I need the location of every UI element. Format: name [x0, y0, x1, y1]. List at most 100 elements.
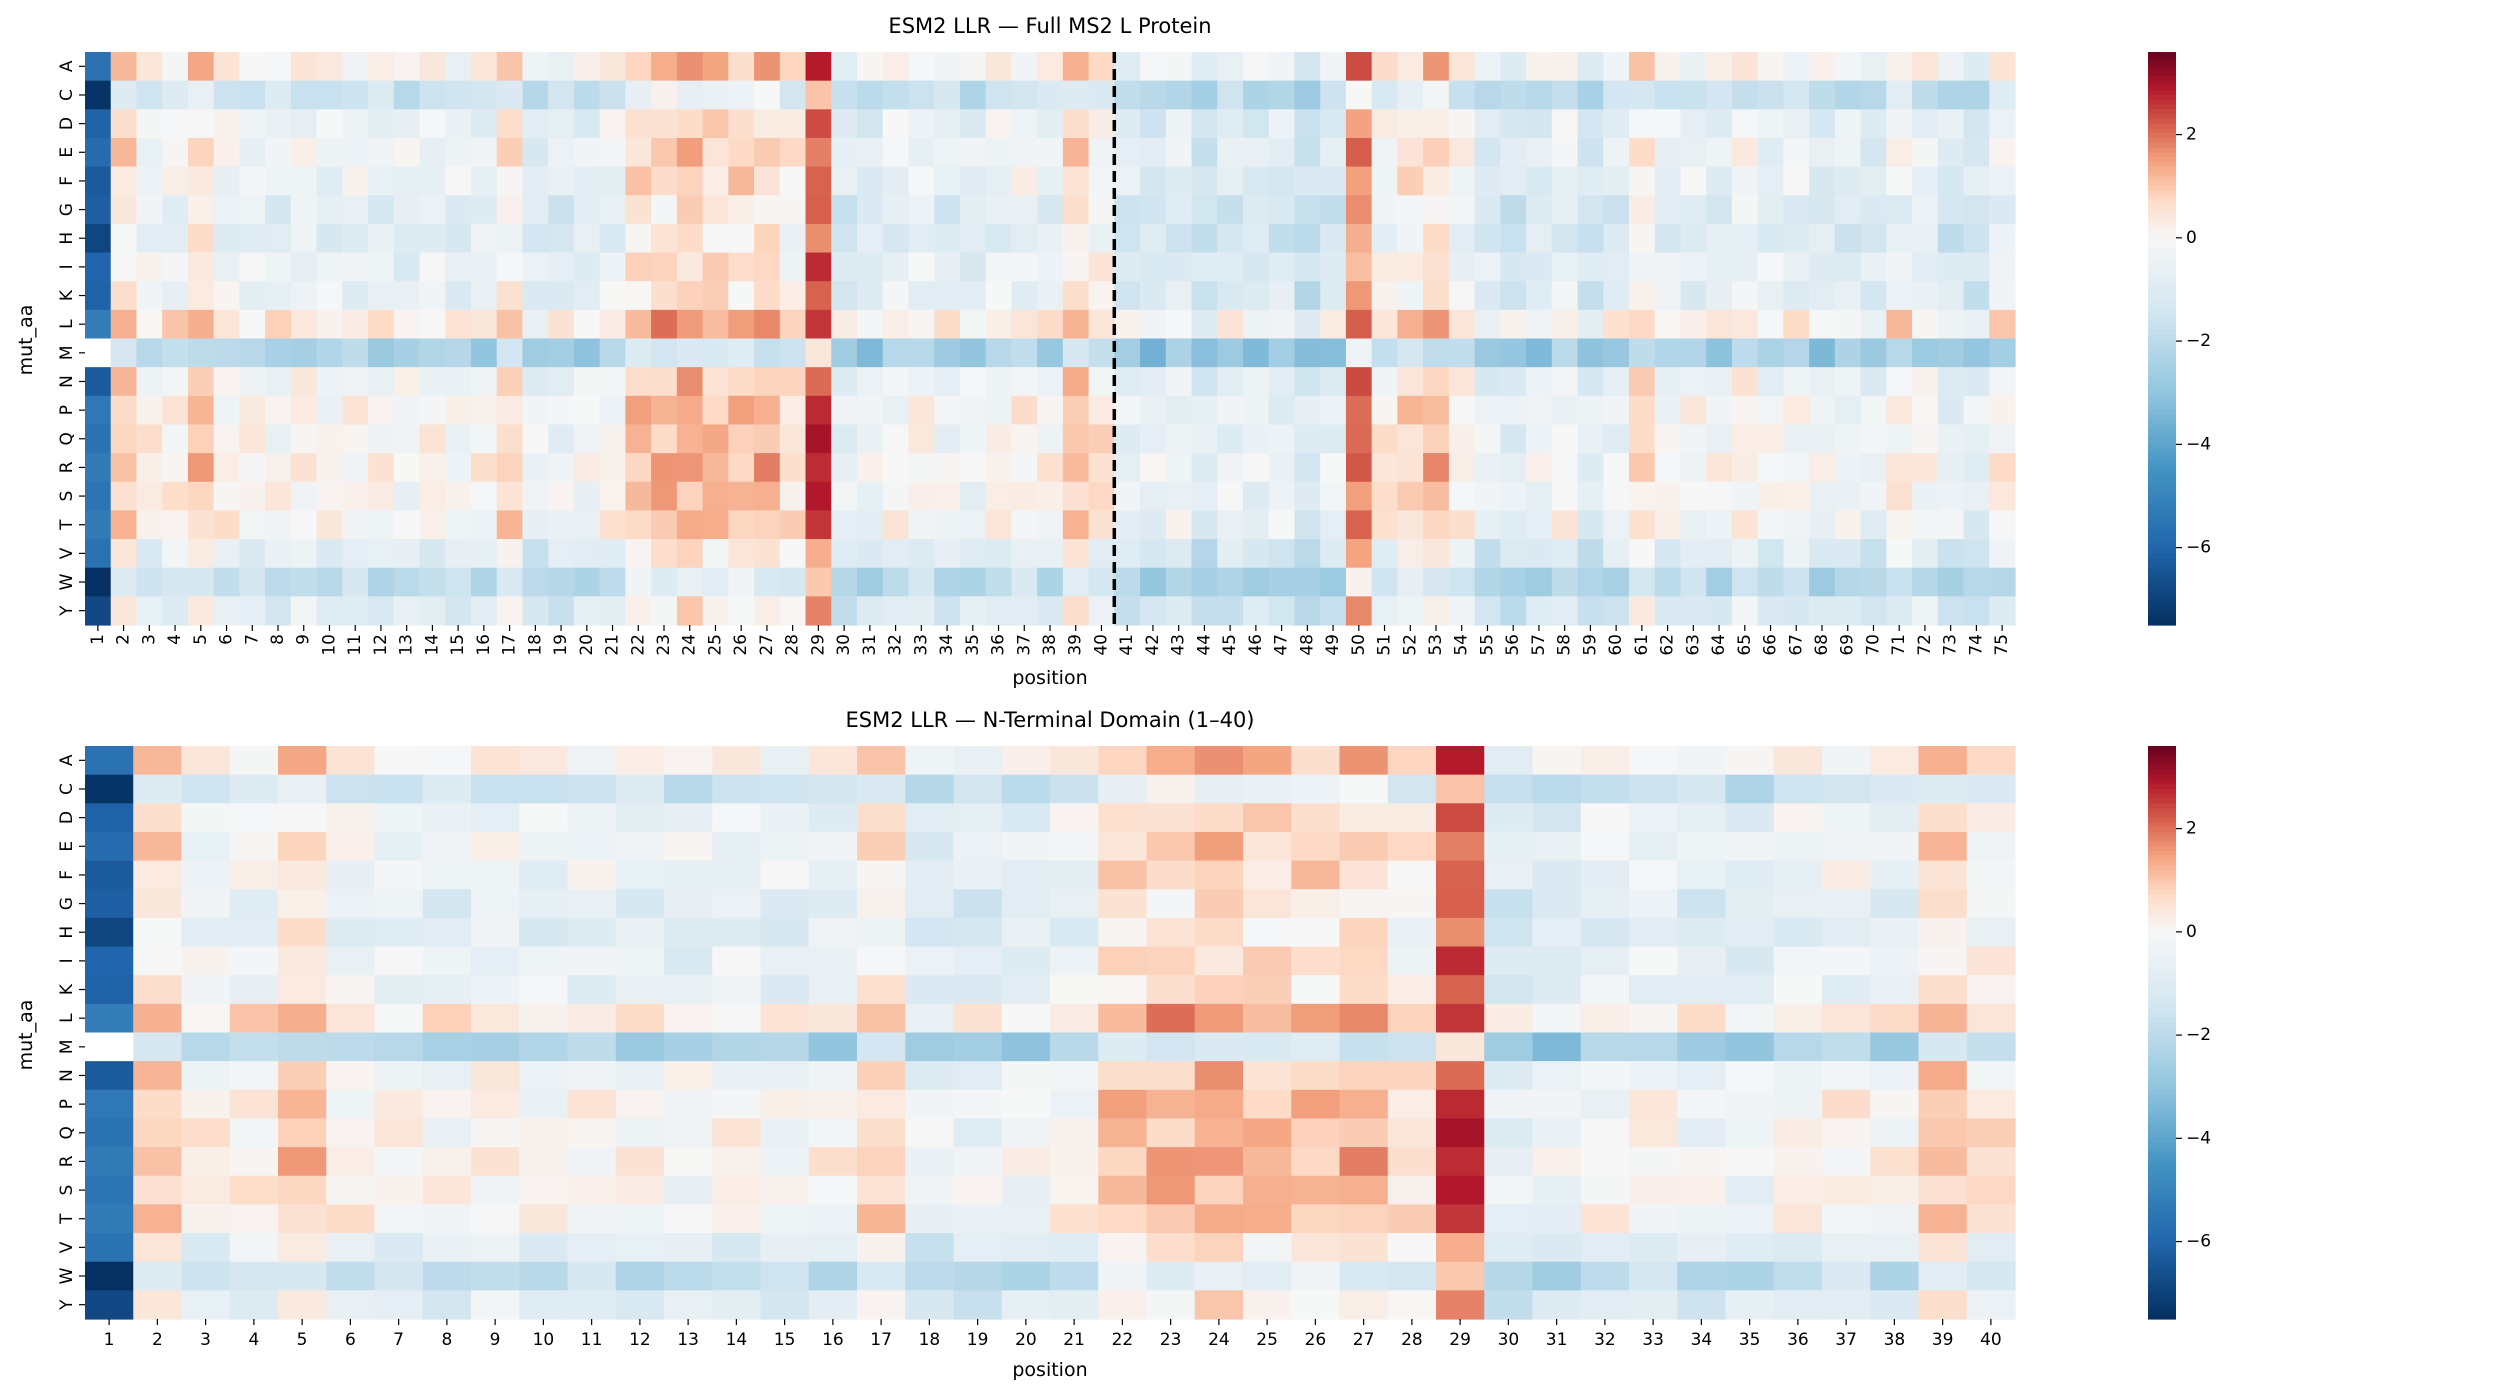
heatmap-cell: [471, 195, 498, 225]
heatmap-cell: [857, 510, 884, 540]
heatmap-cell: [1140, 453, 1167, 483]
heatmap-cell: [1551, 510, 1579, 540]
heatmap-cell: [1291, 1233, 1341, 1263]
heatmap-cell: [831, 166, 858, 196]
heatmap-cell: [599, 453, 626, 483]
colorbar-segment: [2148, 879, 2176, 886]
heatmap-cell: [625, 424, 652, 454]
heatmap-cell: [1551, 481, 1579, 511]
heatmap-cell: [1731, 567, 1759, 597]
x-tick-label: 39: [1066, 634, 1086, 656]
heatmap-cell: [290, 309, 318, 340]
heatmap-cell: [1194, 917, 1244, 948]
heatmap-cell: [1834, 109, 1862, 139]
heatmap-cell: [1937, 52, 1965, 82]
heatmap-cell: [754, 80, 781, 110]
colorbar-segment: [2148, 591, 2176, 597]
heatmap-cell: [213, 166, 240, 196]
heatmap-cell: [1706, 395, 1733, 426]
heatmap-cell: [664, 803, 713, 833]
heatmap-cell: [1423, 195, 1450, 225]
heatmap-cell: [1629, 831, 1678, 862]
heatmap-cell: [1834, 424, 1862, 454]
colorbar-segment: [2148, 142, 2176, 149]
heatmap-cell: [1243, 1175, 1292, 1205]
heatmap-cell: [1243, 1261, 1292, 1291]
heatmap-cell: [760, 946, 810, 976]
heatmap-cell: [934, 567, 961, 597]
heatmap-cell: [1822, 1261, 1871, 1291]
heatmap-cell: [1918, 975, 1968, 1005]
heatmap-cell: [1050, 1118, 1099, 1148]
x-tick-label: 50: [1349, 634, 1369, 656]
heatmap-cell: [1011, 424, 1038, 454]
heatmap-cell: [1436, 1147, 1485, 1177]
colorbar-segment: [2148, 605, 2176, 612]
colorbar-segment: [2148, 965, 2176, 972]
y-tick-label: F: [57, 870, 77, 880]
heatmap-cell: [1397, 567, 1424, 597]
heatmap-cell: [1320, 395, 1347, 426]
heatmap-cell: [471, 860, 520, 890]
heatmap-cell: [1387, 1061, 1437, 1091]
heatmap-cell: [85, 1261, 134, 1291]
heatmap-cell: [1474, 338, 1501, 368]
heatmap-cell: [136, 281, 163, 311]
heatmap-cell: [1725, 1175, 1775, 1205]
colorbar-segment: [2148, 760, 2176, 766]
colorbar-segment: [2148, 1280, 2176, 1287]
heatmap-cell: [664, 1233, 713, 1263]
heatmap-cell: [1001, 946, 1051, 976]
y-tick-label: L: [57, 1013, 77, 1023]
heatmap-cell: [1680, 481, 1707, 511]
heatmap-cell: [1654, 395, 1682, 426]
heatmap-cell: [1243, 567, 1270, 597]
x-tick-label: 8: [268, 634, 288, 645]
heatmap-cell: [959, 539, 987, 569]
heatmap-cell: [393, 252, 421, 282]
heatmap-cell: [831, 338, 858, 368]
heatmap-cell: [110, 137, 138, 168]
heatmap-cell: [239, 52, 266, 82]
heatmap-cell: [1140, 137, 1167, 168]
colorbar-segment: [2148, 238, 2176, 244]
heatmap-cell: [368, 481, 395, 511]
heatmap-cell: [326, 1032, 376, 1062]
heatmap-cell: [1886, 52, 1913, 82]
heatmap-cell: [1484, 746, 1534, 776]
heatmap-cell: [1194, 774, 1244, 804]
heatmap-cell: [1484, 1089, 1534, 1120]
heatmap-cell: [1677, 1118, 1727, 1148]
heatmap-cell: [496, 137, 524, 168]
heatmap-cell: [1532, 1147, 1582, 1177]
heatmap-cell: [1912, 309, 1939, 340]
heatmap-cell: [1339, 1032, 1389, 1062]
heatmap-cell: [110, 395, 138, 426]
heatmap-cell: [342, 195, 369, 225]
heatmap-cell: [599, 567, 626, 597]
heatmap-cell: [615, 1003, 665, 1034]
heatmap-cell: [1050, 774, 1099, 804]
x-tick-label: 12: [629, 1330, 651, 1350]
heatmap-cell: [1217, 309, 1244, 340]
heatmap-cell: [1966, 1089, 2016, 1120]
heatmap-cell: [265, 338, 292, 368]
heatmap-cell: [1500, 109, 1527, 139]
heatmap-cell: [1809, 52, 1836, 82]
heatmap-cell: [110, 309, 138, 340]
heatmap-cell: [1217, 539, 1244, 569]
heatmap-cell: [857, 338, 884, 368]
heatmap-cell: [1783, 137, 1810, 168]
heatmap-cell: [1809, 367, 1836, 397]
heatmap-cell: [1484, 1061, 1534, 1091]
heatmap-cell: [1860, 367, 1887, 397]
colorbar-segment: [2148, 572, 2176, 578]
heatmap-cell: [1294, 166, 1321, 196]
heatmap-cell: [213, 510, 240, 540]
heatmap-cell: [754, 137, 781, 168]
x-tick-label: 32: [886, 634, 906, 656]
heatmap-cell: [110, 109, 138, 139]
heatmap-cell: [1551, 567, 1579, 597]
colorbar-segment: [2148, 434, 2176, 440]
heatmap-cell: [1886, 252, 1913, 282]
